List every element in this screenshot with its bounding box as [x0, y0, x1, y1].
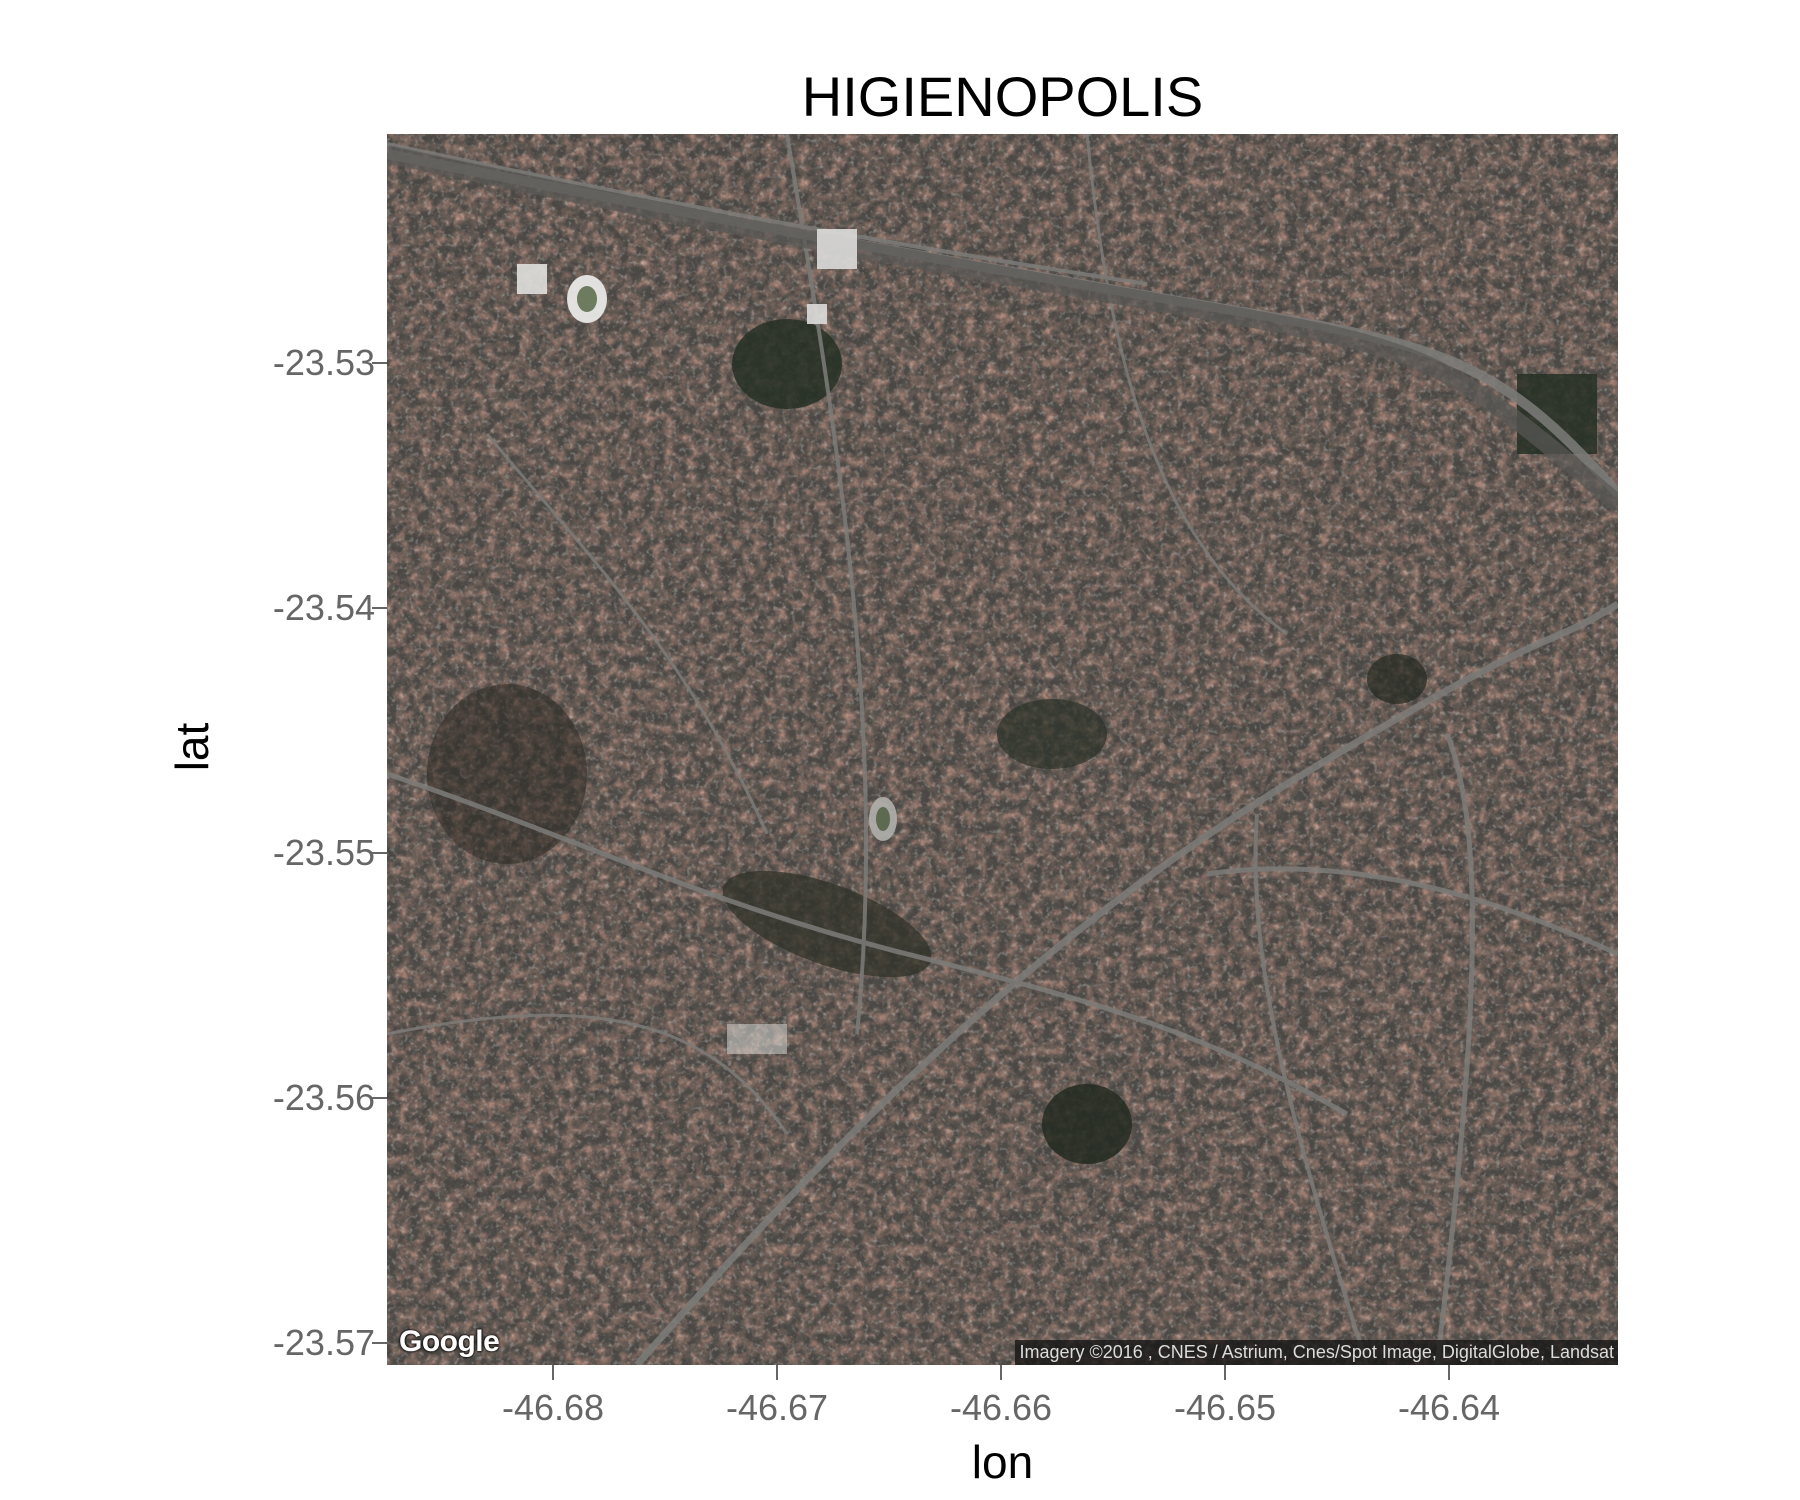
campus-buildings: [727, 1024, 787, 1054]
stadium-field: [577, 286, 597, 312]
x-tick-label: -46.68: [501, 1387, 605, 1428]
chart-title: HIGIENOPOLIS: [801, 65, 1204, 128]
satellite-imagery: [387, 134, 1618, 1365]
park-vegetation: [722, 870, 932, 978]
y-tick-label: -23.57: [272, 1322, 375, 1363]
road-network: [387, 134, 1618, 1365]
park-vegetation: [427, 684, 587, 864]
x-tick-mark: [1448, 1365, 1450, 1380]
x-tick-label: -46.67: [725, 1387, 829, 1428]
x-tick-label: -46.66: [949, 1387, 1053, 1428]
y-tick-mark: [372, 607, 387, 609]
y-tick-label: -23.55: [272, 832, 375, 873]
bright-buildings-texture: [387, 134, 1618, 1365]
white-building: [517, 264, 547, 294]
park-vegetation: [997, 699, 1107, 769]
x-tick-label: -46.65: [1173, 1387, 1277, 1428]
y-tick-mark: [372, 852, 387, 854]
white-building: [817, 229, 857, 269]
y-tick-mark: [372, 1342, 387, 1344]
x-tick-label: -46.64: [1397, 1387, 1501, 1428]
y-tick-mark: [372, 362, 387, 364]
park-vegetation: [1042, 1084, 1132, 1164]
park-vegetation: [1367, 654, 1427, 704]
x-tick-mark: [1224, 1365, 1226, 1380]
park-vegetation: [732, 319, 842, 409]
map-attribution[interactable]: Imagery ©2016 , CNES / Astrium, Cnes/Spo…: [1015, 1340, 1618, 1365]
white-building: [807, 304, 827, 324]
x-tick-mark: [1000, 1365, 1002, 1380]
x-axis-label: lon: [971, 1436, 1034, 1488]
y-tick-label: -23.56: [272, 1077, 375, 1118]
y-axis-label: lat: [166, 722, 218, 772]
satellite-map[interactable]: Google Imagery ©2016 , CNES / Astrium, C…: [387, 134, 1618, 1365]
rail-corridor: [387, 145, 1618, 511]
google-logo: Google: [399, 1325, 500, 1358]
y-tick-label: -23.54: [272, 587, 375, 628]
y-tick-label: -23.53: [272, 342, 375, 383]
track-field: [876, 807, 890, 831]
x-tick-mark: [776, 1365, 778, 1380]
y-tick-mark: [372, 1097, 387, 1099]
x-tick-mark: [552, 1365, 554, 1380]
